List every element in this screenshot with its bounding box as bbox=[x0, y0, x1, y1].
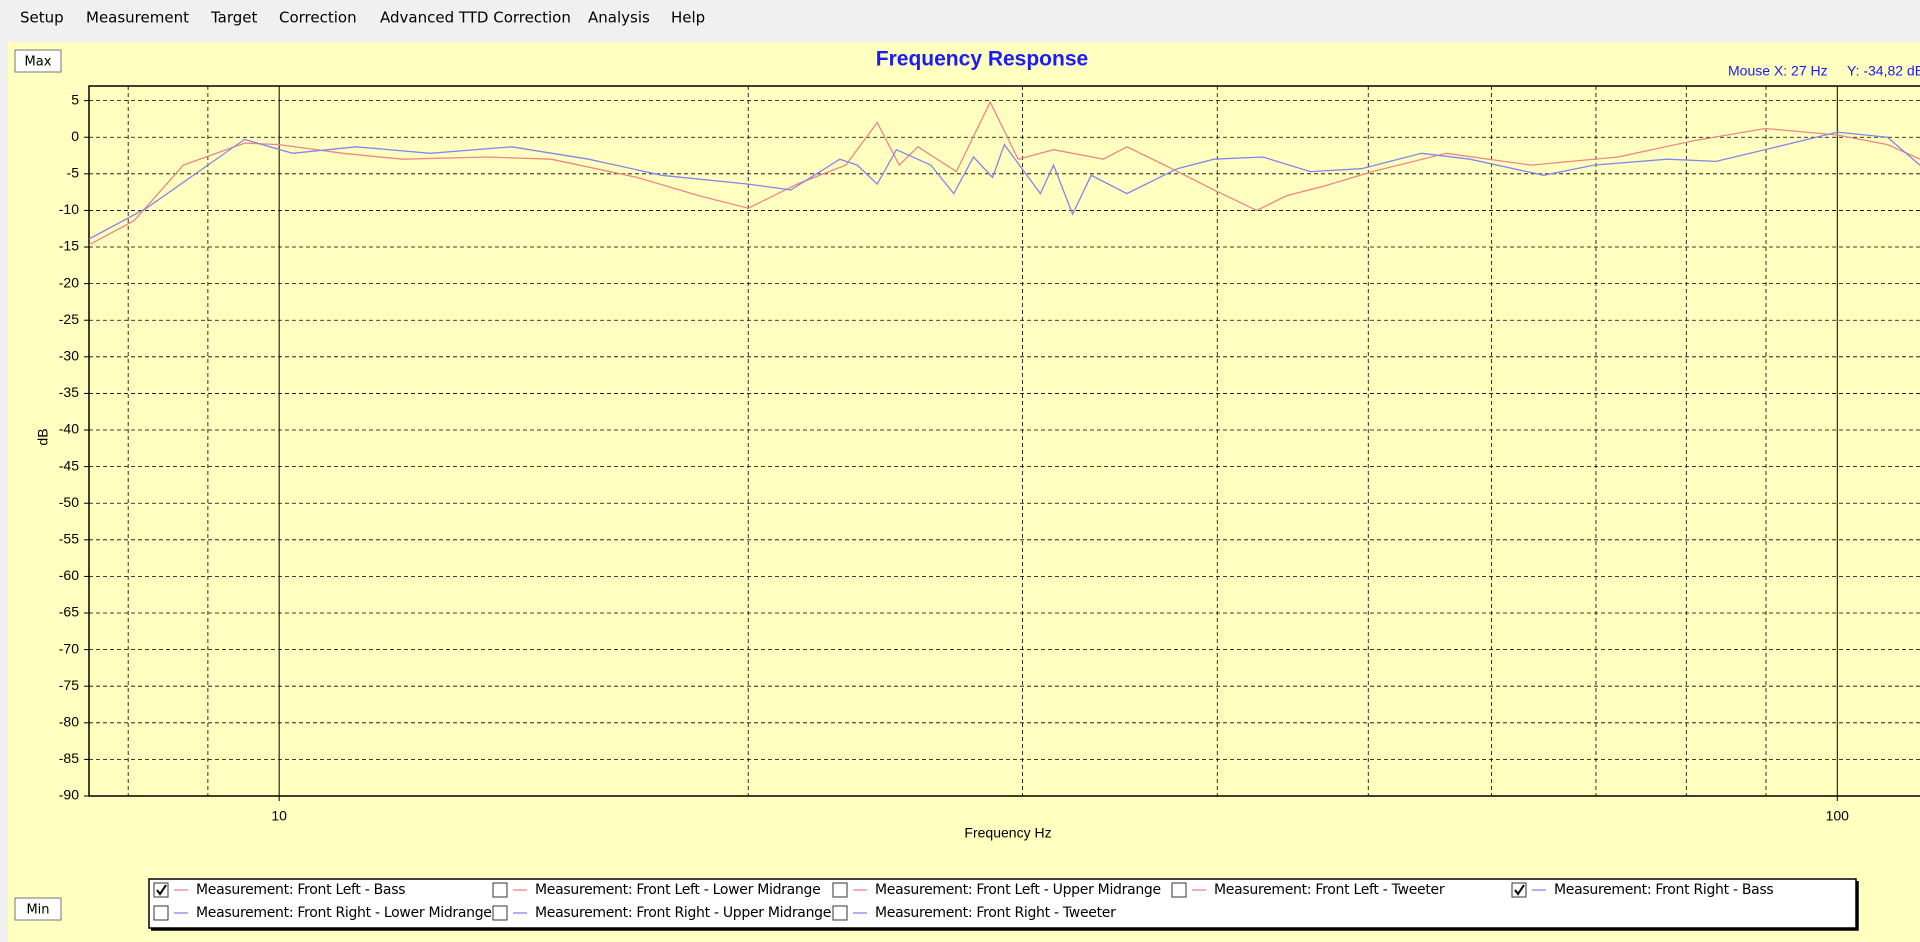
y-tick-label: -5 bbox=[67, 165, 80, 181]
y-tick-label: -85 bbox=[59, 750, 79, 766]
chart-title: Frequency Response bbox=[876, 48, 1088, 71]
menu-item[interactable]: Setup bbox=[20, 9, 64, 27]
y-axis-label: dB bbox=[35, 428, 51, 445]
series-line bbox=[89, 131, 1920, 240]
plot-border bbox=[88, 85, 1920, 797]
min-button[interactable]: Min bbox=[14, 897, 62, 921]
legend-entry[interactable]: Measurement: Front Right - Bass bbox=[1511, 882, 1774, 898]
legend-label[interactable]: Measurement: Front Left - Bass bbox=[196, 882, 406, 898]
legend-entry[interactable]: Measurement: Front Left - Lower Midrange bbox=[492, 882, 821, 898]
legend-label[interactable]: Measurement: Front Left - Upper Midrange bbox=[875, 882, 1161, 898]
series-line bbox=[89, 100, 1920, 246]
y-tick-label: -45 bbox=[59, 457, 79, 473]
menu-item[interactable]: Measurement bbox=[86, 9, 189, 27]
legend-label[interactable]: Measurement: Front Right - Lower Midrang… bbox=[196, 905, 492, 921]
legend-entry[interactable]: Measurement: Front Right - Lower Midrang… bbox=[153, 905, 492, 921]
legend-label[interactable]: Measurement: Front Right - Upper Midrang… bbox=[535, 905, 831, 921]
y-tick-label: -50 bbox=[59, 494, 79, 510]
min-button-label[interactable]: Min bbox=[26, 903, 49, 918]
y-tick-label: -80 bbox=[59, 714, 79, 730]
y-tick-label: -20 bbox=[59, 274, 79, 290]
y-tick-label: -35 bbox=[59, 384, 79, 400]
y-tick-label: -65 bbox=[59, 604, 79, 620]
menu-item[interactable]: Help bbox=[671, 9, 705, 27]
y-tick-label: -10 bbox=[59, 201, 79, 217]
y-tick-label: -55 bbox=[59, 531, 79, 547]
legend-entry[interactable]: Measurement: Front Right - Upper Midrang… bbox=[492, 905, 831, 921]
menu-item[interactable]: Analysis bbox=[588, 9, 650, 27]
y-tick-label: -90 bbox=[59, 787, 79, 803]
legend-checkbox[interactable] bbox=[832, 905, 848, 921]
menu-item[interactable]: Target bbox=[210, 9, 258, 27]
max-button[interactable]: Max bbox=[14, 49, 62, 73]
min-button-frame[interactable] bbox=[14, 897, 62, 921]
x-tick-label: 100 bbox=[1826, 808, 1850, 824]
legend bbox=[148, 878, 1857, 929]
legend-entry[interactable]: Measurement: Front Left - Bass bbox=[153, 882, 406, 898]
mouse-y-readout: Y: -34,82 dB bbox=[1847, 63, 1920, 79]
y-tick-label: -75 bbox=[59, 677, 79, 693]
y-tick-label: 0 bbox=[71, 128, 79, 144]
legend-checkmark[interactable] bbox=[156, 884, 167, 896]
legend-checkbox[interactable] bbox=[832, 882, 848, 898]
mouse-x-readout: Mouse X: 27 Hz bbox=[1728, 63, 1828, 79]
max-button-frame[interactable] bbox=[14, 49, 62, 73]
y-tick-label: -15 bbox=[59, 238, 79, 254]
menu-item[interactable]: Correction bbox=[279, 9, 357, 27]
legend-shadow bbox=[151, 881, 1859, 931]
legend-checkbox[interactable] bbox=[492, 882, 508, 898]
legend-label[interactable]: Measurement: Front Right - Tweeter bbox=[875, 905, 1116, 921]
legend-label[interactable]: Measurement: Front Right - Bass bbox=[1554, 882, 1774, 898]
y-tick-label: -70 bbox=[59, 640, 79, 656]
y-tick-label: -25 bbox=[59, 311, 79, 327]
legend-entry[interactable]: Measurement: Front Left - Upper Midrange bbox=[832, 882, 1161, 898]
legend-checkbox[interactable] bbox=[1171, 882, 1187, 898]
y-tick-label: -40 bbox=[59, 421, 79, 437]
legend-checkmark[interactable] bbox=[1514, 884, 1525, 896]
legend-entry[interactable]: Measurement: Front Right - Tweeter bbox=[832, 905, 1116, 921]
legend-label[interactable]: Measurement: Front Left - Lower Midrange bbox=[535, 882, 821, 898]
y-tick-label: -30 bbox=[59, 348, 79, 364]
max-button-label[interactable]: Max bbox=[25, 55, 52, 70]
menu-item[interactable]: Advanced TTD Correction bbox=[380, 9, 571, 27]
x-tick-label: 10 bbox=[271, 808, 287, 824]
y-tick-label: -60 bbox=[59, 567, 79, 583]
x-axis-label: Frequency Hz bbox=[964, 825, 1051, 841]
y-tick-label: 5 bbox=[71, 91, 79, 107]
chart-panel bbox=[8, 42, 1920, 942]
legend-checkbox[interactable] bbox=[153, 905, 169, 921]
legend-label[interactable]: Measurement: Front Left - Tweeter bbox=[1214, 882, 1445, 898]
legend-entry[interactable]: Measurement: Front Left - Tweeter bbox=[1171, 882, 1445, 898]
legend-checkbox[interactable] bbox=[492, 905, 508, 921]
menu-bar bbox=[0, 0, 1920, 36]
